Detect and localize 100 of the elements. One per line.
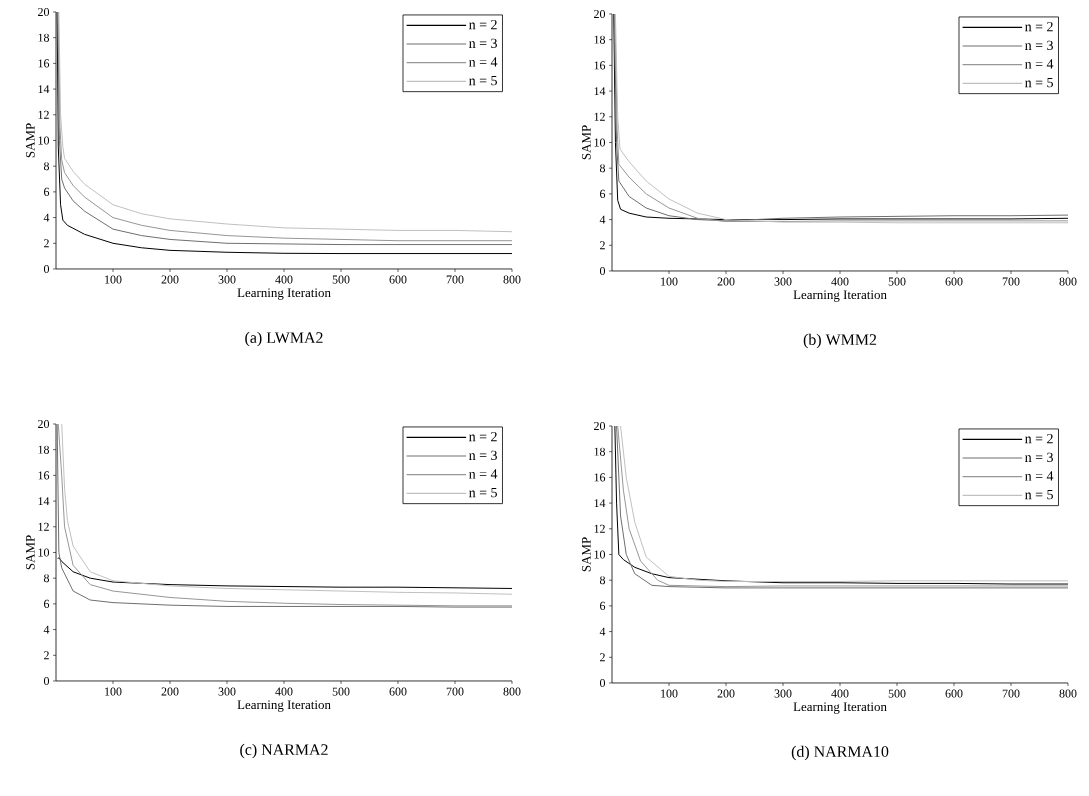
legend-label: n = 2 xyxy=(1025,433,1053,444)
y-axis-title: SAMP xyxy=(25,123,35,158)
y-tick-label: 4 xyxy=(599,215,606,224)
x-tick-label: 100 xyxy=(661,277,678,286)
y-tick-label: 2 xyxy=(44,239,49,248)
y-tick-label: 12 xyxy=(594,112,605,121)
y-tick-label: 4 xyxy=(43,625,50,634)
x-tick-label: 400 xyxy=(831,277,849,286)
legend-label: n = 5 xyxy=(469,488,497,498)
y-tick-label: 18 xyxy=(38,33,50,42)
y-tick-label: 18 xyxy=(38,445,50,454)
x-tick-label: 300 xyxy=(218,275,236,284)
y-tick-label: 12 xyxy=(38,522,49,531)
x-tick-label: 700 xyxy=(446,275,464,284)
y-tick-label: 14 xyxy=(38,497,50,506)
y-tick-label: 10 xyxy=(594,138,606,147)
x-tick-label: 800 xyxy=(503,275,521,284)
x-tick-label: 600 xyxy=(389,687,407,696)
legend-label: n = 5 xyxy=(1025,490,1053,500)
x-tick-label: 100 xyxy=(105,687,122,696)
y-tick-label: 0 xyxy=(599,678,606,688)
y-tick-label: 14 xyxy=(594,87,606,96)
x-axis-title: Learning Iteration xyxy=(237,700,331,712)
y-tick-label: 4 xyxy=(599,627,606,636)
legend-label: n = 2 xyxy=(469,431,497,442)
text: (c) NARMA2 xyxy=(240,743,328,759)
x-tick-label: 600 xyxy=(389,275,407,284)
x-tick-label: 700 xyxy=(446,687,464,696)
y-tick-label: 0 xyxy=(43,264,50,274)
x-tick-label: 300 xyxy=(774,277,792,286)
legend-label: n = 3 xyxy=(1025,40,1053,51)
x-tick-label: 300 xyxy=(774,689,792,698)
y-tick-label: 2 xyxy=(600,241,605,250)
y-tick-label: 16 xyxy=(594,61,606,70)
x-tick-label: 100 xyxy=(105,275,122,284)
x-tick-label: 800 xyxy=(1059,689,1077,698)
y-tick-label: 12 xyxy=(594,524,605,533)
y-tick-label: 10 xyxy=(594,550,606,559)
x-tick-label: 400 xyxy=(275,687,293,696)
legend-label: n = 3 xyxy=(469,38,497,49)
x-tick-label: 100 xyxy=(661,689,678,698)
x-tick-label: 800 xyxy=(1059,277,1077,286)
x-tick-label: 400 xyxy=(831,689,849,698)
y-tick-label: 10 xyxy=(38,136,50,145)
y-tick-label: 16 xyxy=(38,59,50,68)
y-tick-label: 6 xyxy=(44,187,50,196)
y-tick-label: 6 xyxy=(600,189,606,198)
y-tick-label: 8 xyxy=(599,576,606,585)
x-tick-label: 700 xyxy=(1002,689,1020,698)
x-tick-label: 200 xyxy=(161,687,179,696)
x-tick-label: 500 xyxy=(888,277,906,286)
y-tick-label: 4 xyxy=(43,213,50,222)
x-axis-title: Learning Iteration xyxy=(237,288,331,300)
y-tick-label: 20 xyxy=(38,419,50,429)
y-axis-title: SAMP xyxy=(25,535,35,570)
y-tick-label: 16 xyxy=(594,473,606,482)
y-axis-title: SAMP xyxy=(581,125,591,160)
x-tick-label: 600 xyxy=(945,689,963,698)
legend-label: n = 4 xyxy=(1025,471,1054,481)
x-tick-label: 200 xyxy=(717,689,735,698)
y-tick-label: 12 xyxy=(38,110,49,119)
x-tick-label: 800 xyxy=(503,687,521,696)
x-axis-title: Learning Iteration xyxy=(793,702,887,714)
y-tick-label: 20 xyxy=(38,7,50,17)
x-tick-label: 400 xyxy=(275,275,293,284)
y-tick-label: 6 xyxy=(600,601,606,610)
legend-label: n = 2 xyxy=(469,19,497,30)
text: (b) WMM2 xyxy=(803,333,877,349)
legend-label: n = 5 xyxy=(469,76,497,86)
y-tick-label: 10 xyxy=(38,548,50,557)
text: (d) NARMA10 xyxy=(791,745,889,761)
y-tick-label: 6 xyxy=(44,599,50,608)
x-tick-label: 200 xyxy=(717,277,735,286)
x-tick-label: 200 xyxy=(161,275,179,284)
y-tick-label: 20 xyxy=(594,421,606,431)
y-tick-label: 16 xyxy=(38,471,50,480)
x-tick-label: 600 xyxy=(945,277,963,286)
y-axis-title: SAMP xyxy=(581,537,591,572)
legend-label: n = 4 xyxy=(469,469,498,479)
y-tick-label: 8 xyxy=(599,164,606,173)
y-tick-label: 20 xyxy=(594,9,606,19)
x-axis-title: Learning Iteration xyxy=(793,290,887,302)
legend-label: n = 4 xyxy=(1025,59,1054,69)
y-tick-label: 8 xyxy=(43,162,50,171)
x-tick-label: 300 xyxy=(218,687,236,696)
legend-label: n = 3 xyxy=(1025,452,1053,463)
y-tick-label: 0 xyxy=(599,266,606,276)
y-tick-label: 14 xyxy=(594,499,606,508)
x-tick-label: 500 xyxy=(888,689,906,698)
legend-label: n = 5 xyxy=(1025,78,1053,88)
x-tick-label: 500 xyxy=(332,275,350,284)
text: (a) LWMA2 xyxy=(245,331,323,347)
y-tick-label: 18 xyxy=(594,447,606,456)
y-tick-label: 2 xyxy=(44,651,49,660)
legend-label: n = 4 xyxy=(469,57,498,67)
y-tick-label: 8 xyxy=(43,574,50,583)
y-tick-label: 14 xyxy=(38,85,50,94)
y-tick-label: 18 xyxy=(594,35,606,44)
y-tick-label: 0 xyxy=(43,676,50,686)
x-tick-label: 700 xyxy=(1002,277,1020,286)
